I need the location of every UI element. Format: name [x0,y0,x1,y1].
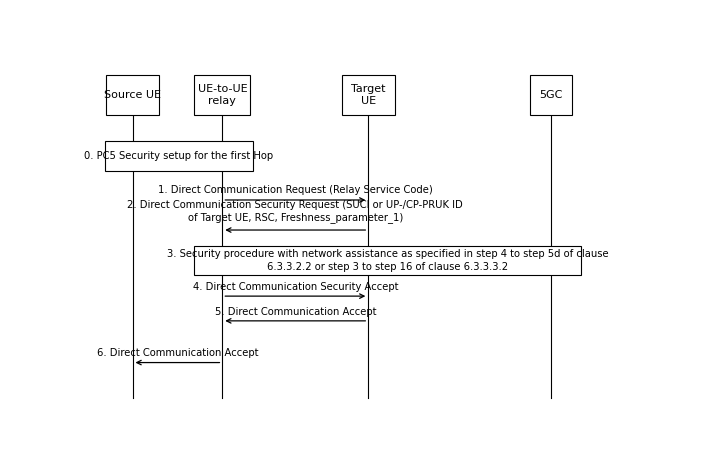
Text: 5GC: 5GC [539,90,563,100]
Text: UE-to-UE
relay: UE-to-UE relay [198,84,247,106]
Bar [529,74,572,115]
Bar [104,141,253,171]
Text: 5. Direct Communication Accept: 5. Direct Communication Accept [214,307,376,317]
Text: 0. PC5 Security setup for the first Hop: 0. PC5 Security setup for the first Hop [84,151,273,161]
Text: Source UE: Source UE [104,90,161,100]
Text: 1. Direct Communication Request (Relay Service Code): 1. Direct Communication Request (Relay S… [158,185,433,196]
Text: Target
UE: Target UE [351,84,385,106]
Bar [194,74,251,115]
Bar [106,74,159,115]
Bar [194,246,581,275]
Bar [342,74,395,115]
Text: 6. Direct Communication Accept: 6. Direct Communication Accept [97,348,258,358]
Text: 2. Direct Communication Security Request (SUCI or UP-/CP-PRUK ID
of Target UE, R: 2. Direct Communication Security Request… [127,201,463,223]
Text: 3. Security procedure with network assistance as specified in step 4 to step 5d : 3. Security procedure with network assis… [167,249,609,272]
Text: 4. Direct Communication Security Accept: 4. Direct Communication Security Accept [193,282,398,292]
